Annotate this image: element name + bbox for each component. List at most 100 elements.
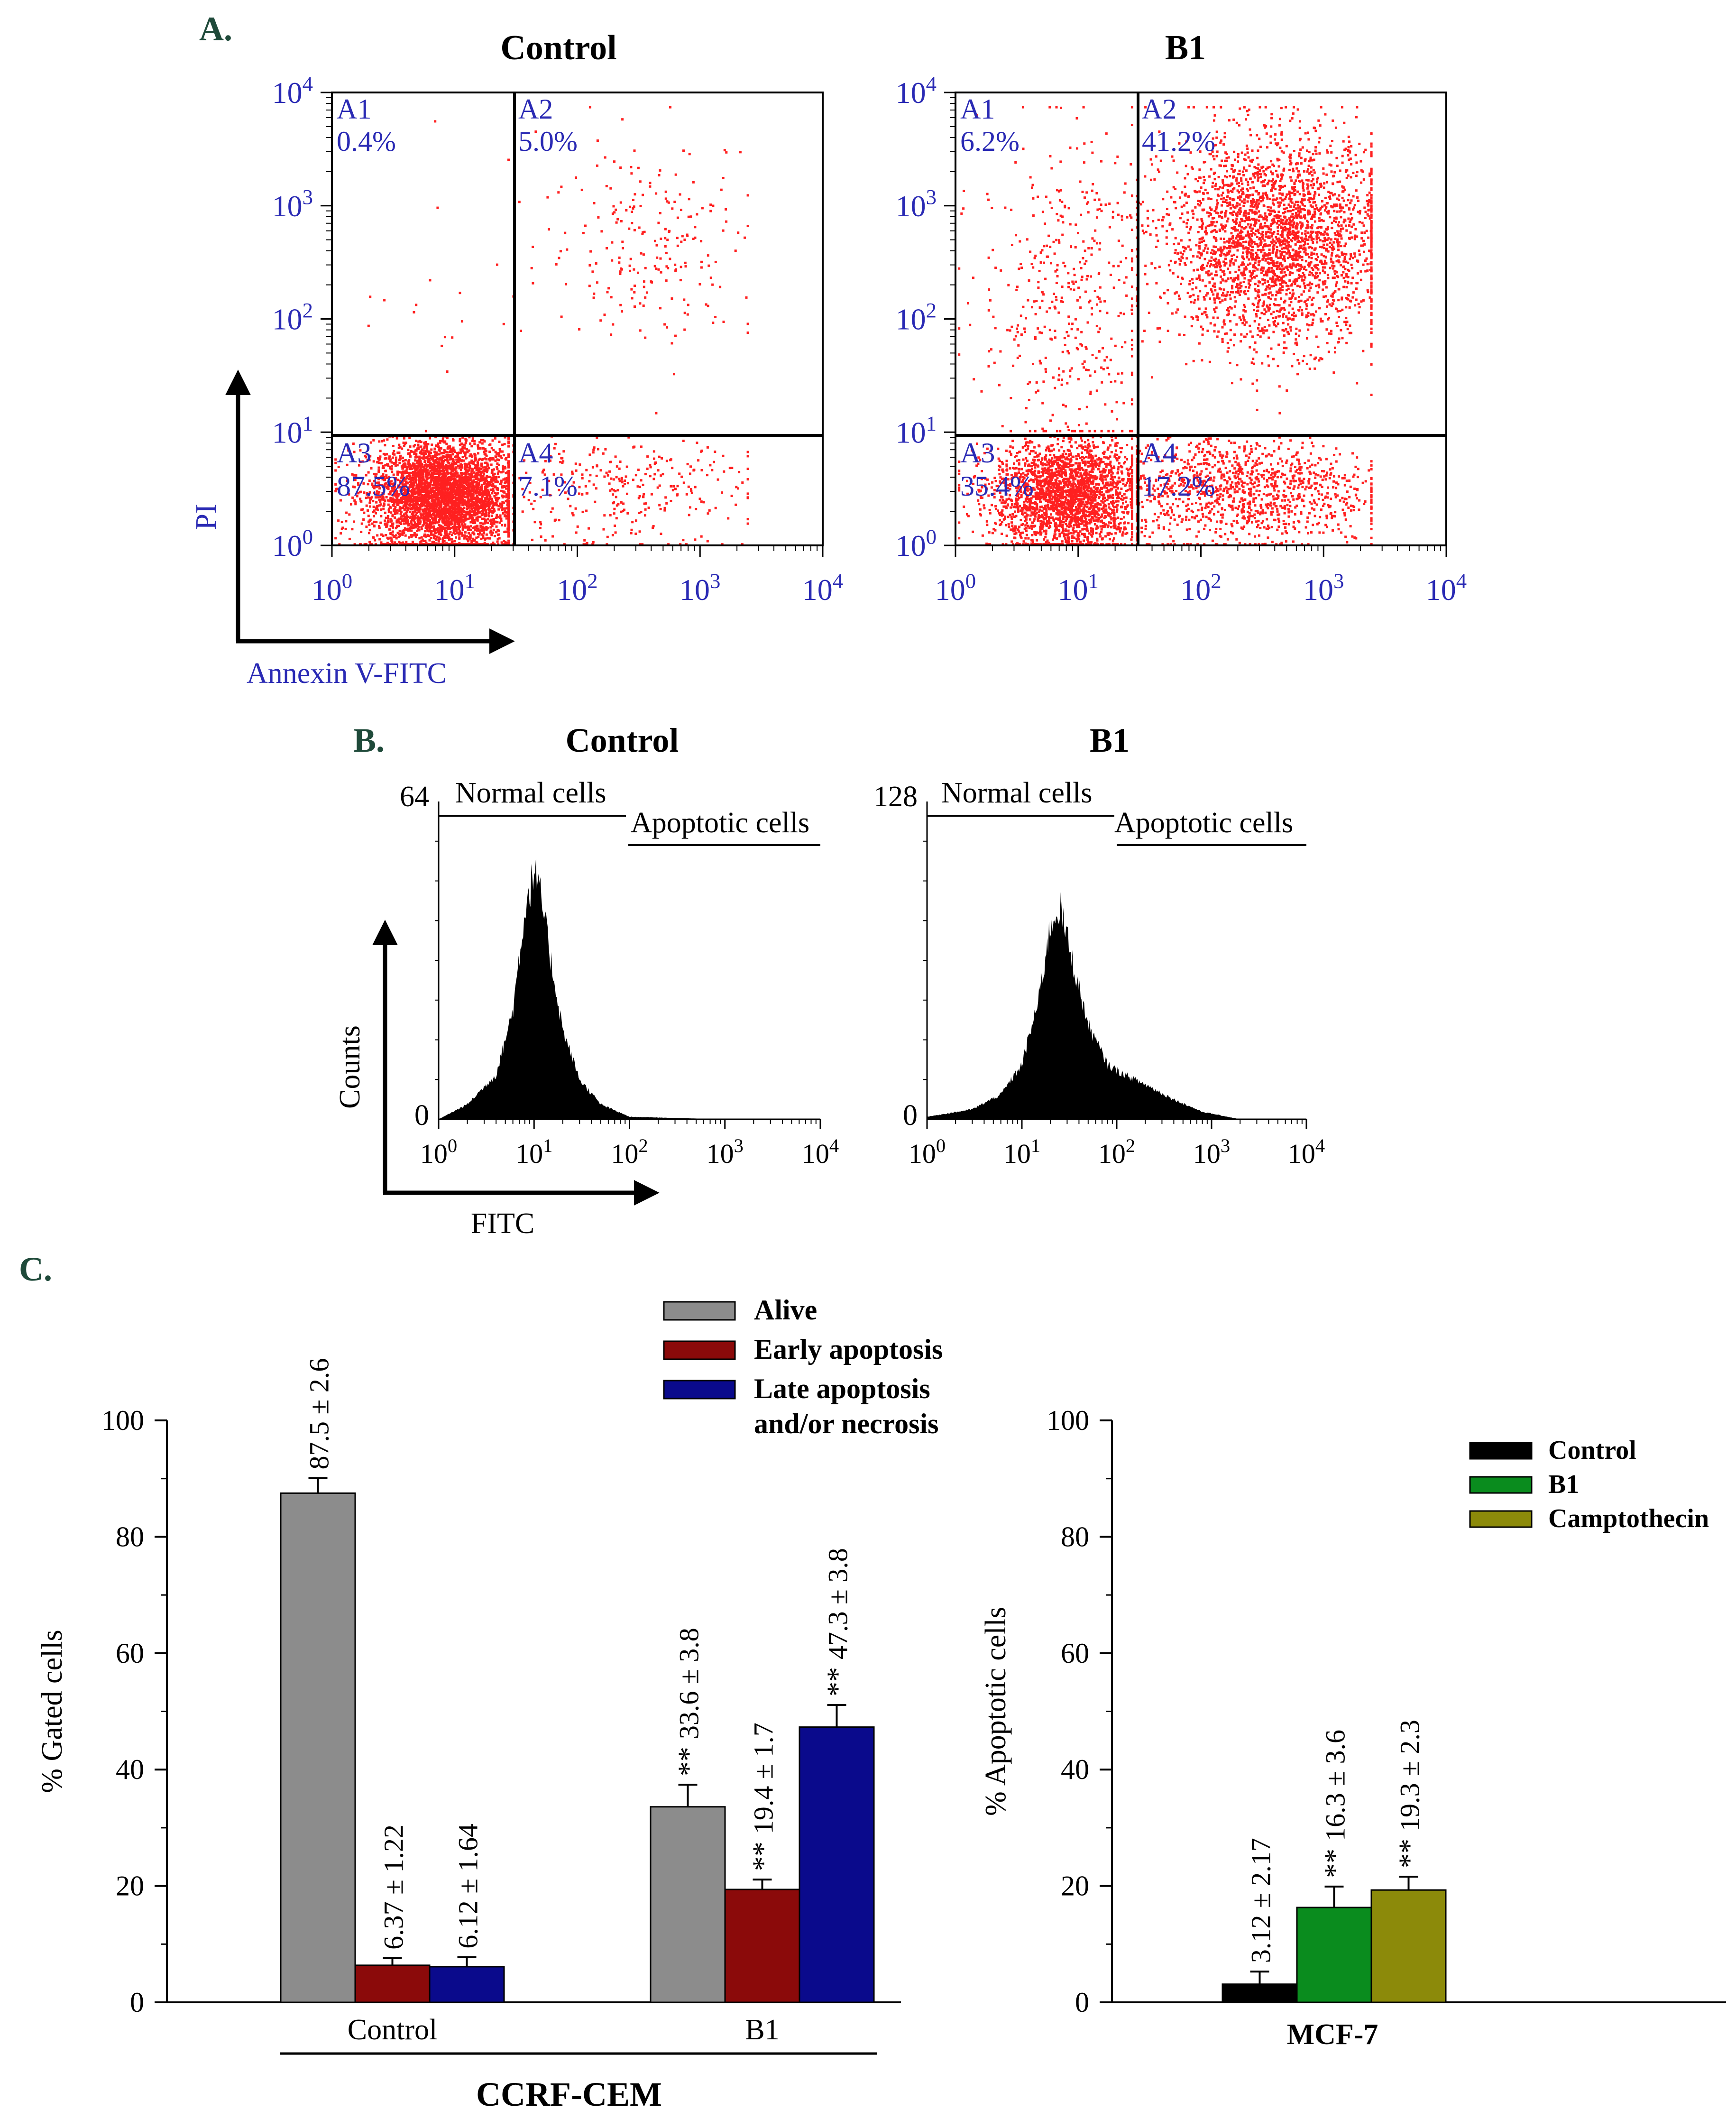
scatter-point	[391, 524, 394, 527]
scatter-point	[490, 520, 493, 523]
scatter-point	[416, 487, 419, 489]
scatter-point	[394, 477, 396, 480]
scatter-point	[434, 456, 437, 459]
scatter-point	[1030, 525, 1033, 527]
scatter-point	[452, 487, 455, 490]
scatter-point	[440, 485, 442, 488]
scatter-point	[414, 543, 417, 546]
scatter-point	[408, 478, 411, 480]
scatter-point	[681, 235, 684, 238]
scatter-point	[409, 471, 412, 474]
scatter-point	[428, 528, 431, 531]
scatter-point	[491, 439, 494, 442]
scatter-point	[612, 489, 615, 492]
scatter-point	[560, 473, 563, 476]
scatter-point	[454, 499, 457, 502]
scatter-point	[725, 220, 728, 223]
scatter-point	[458, 456, 460, 459]
scatter-point	[533, 500, 536, 502]
scatter-point	[402, 497, 405, 500]
scatter-point	[1057, 524, 1060, 527]
scatter-point	[671, 467, 674, 470]
scatter-point	[453, 520, 456, 523]
scatter-point	[482, 513, 485, 516]
scatter-point	[373, 509, 376, 512]
scatter-point	[394, 516, 396, 519]
scatter-point	[409, 455, 412, 458]
scatter-point	[572, 514, 575, 516]
scatter-point	[676, 485, 679, 488]
scatter-point	[377, 478, 380, 480]
scatter-point	[461, 495, 464, 498]
scatter-point	[459, 487, 462, 490]
scatter-point	[486, 469, 489, 472]
scatter-point	[429, 488, 432, 491]
scatter-point	[981, 486, 983, 488]
scatter-point	[491, 476, 494, 479]
scatter-point	[629, 205, 632, 208]
scatter-point	[684, 265, 687, 268]
scatter-point	[424, 430, 427, 433]
scatter-point	[504, 465, 506, 468]
scatter-point	[415, 304, 418, 306]
scatter-point	[379, 503, 382, 506]
scatter-point	[438, 493, 441, 496]
scatter-point	[615, 208, 617, 211]
scatter-point	[410, 525, 413, 528]
scatter-point	[658, 455, 661, 458]
scatter-point	[396, 532, 399, 534]
scatter-point	[480, 487, 482, 490]
scatter-point	[1098, 493, 1101, 496]
scatter-point	[378, 440, 381, 443]
scatter-point	[497, 529, 500, 532]
scatter-point	[473, 459, 476, 462]
scatter-point	[334, 458, 337, 461]
scatter-point	[395, 543, 398, 546]
scatter-point	[1087, 465, 1090, 468]
scatter-point	[1114, 436, 1117, 439]
scatter-point	[373, 515, 375, 517]
scatter-point	[1060, 475, 1063, 478]
scatter-point	[494, 437, 496, 440]
scatter-point	[379, 496, 382, 498]
scatter-point	[466, 470, 469, 473]
scatter-point	[476, 525, 479, 527]
scatter-point	[423, 468, 426, 470]
scatter-point	[436, 464, 439, 467]
scatter-point	[466, 448, 468, 451]
scatter-point	[426, 496, 429, 498]
scatter-point	[418, 518, 421, 521]
scatter-point	[650, 280, 652, 283]
scatter-point	[449, 485, 452, 488]
scatter-point	[452, 528, 455, 531]
scatter-point	[405, 492, 408, 495]
scatter-point	[423, 534, 426, 537]
scatter-point	[414, 471, 417, 474]
scatter-point	[410, 507, 413, 510]
scatter-point	[622, 247, 625, 249]
scatter-point	[468, 462, 470, 465]
scatter-point	[417, 507, 420, 509]
scatter-point	[430, 476, 432, 479]
scatter-point	[1051, 457, 1054, 460]
scatter-point	[1110, 470, 1113, 473]
scatter-point	[450, 497, 452, 500]
scatter-point	[396, 497, 399, 499]
scatter-point	[562, 460, 565, 463]
scatter-point	[430, 496, 432, 498]
scatter-point	[418, 529, 421, 532]
scatter-point	[463, 451, 465, 454]
scatter-point	[690, 489, 693, 492]
scatter-point	[621, 310, 624, 313]
scatter-point	[730, 495, 733, 498]
scatter-point	[449, 494, 452, 497]
scatter-point	[534, 130, 537, 133]
scatter-point	[674, 263, 677, 266]
scatter-point	[417, 491, 420, 494]
scatter-point	[465, 440, 468, 443]
scatter-point	[447, 536, 450, 539]
scatter-point	[462, 490, 465, 493]
scatter-point	[365, 453, 368, 456]
scatter-point	[386, 453, 388, 456]
scatter-point	[422, 449, 425, 452]
